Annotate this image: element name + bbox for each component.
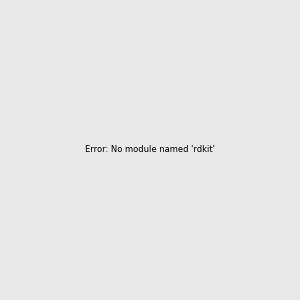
Text: Error: No module named 'rdkit': Error: No module named 'rdkit': [85, 146, 215, 154]
